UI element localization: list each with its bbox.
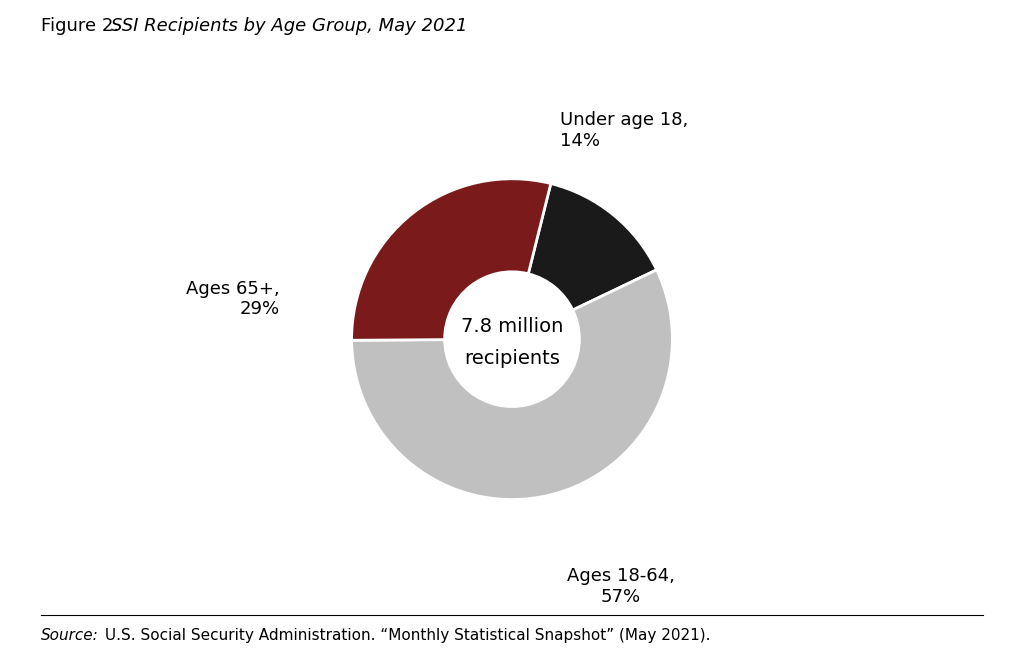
Wedge shape <box>351 270 673 499</box>
Text: Source:: Source: <box>41 628 98 644</box>
Wedge shape <box>351 179 551 340</box>
Text: Figure 2.: Figure 2. <box>41 17 125 35</box>
Text: SSI Recipients by Age Group, May 2021: SSI Recipients by Age Group, May 2021 <box>111 17 467 35</box>
Text: Ages 18-64,
57%: Ages 18-64, 57% <box>567 567 675 606</box>
Text: Ages 65+,
29%: Ages 65+, 29% <box>185 280 280 319</box>
Wedge shape <box>528 184 656 310</box>
Text: recipients: recipients <box>464 349 560 368</box>
Text: U.S. Social Security Administration. “Monthly Statistical Snapshot” (May 2021).: U.S. Social Security Administration. “Mo… <box>100 628 711 644</box>
Text: Under age 18,
14%: Under age 18, 14% <box>560 111 688 150</box>
Text: 7.8 million: 7.8 million <box>461 317 563 336</box>
